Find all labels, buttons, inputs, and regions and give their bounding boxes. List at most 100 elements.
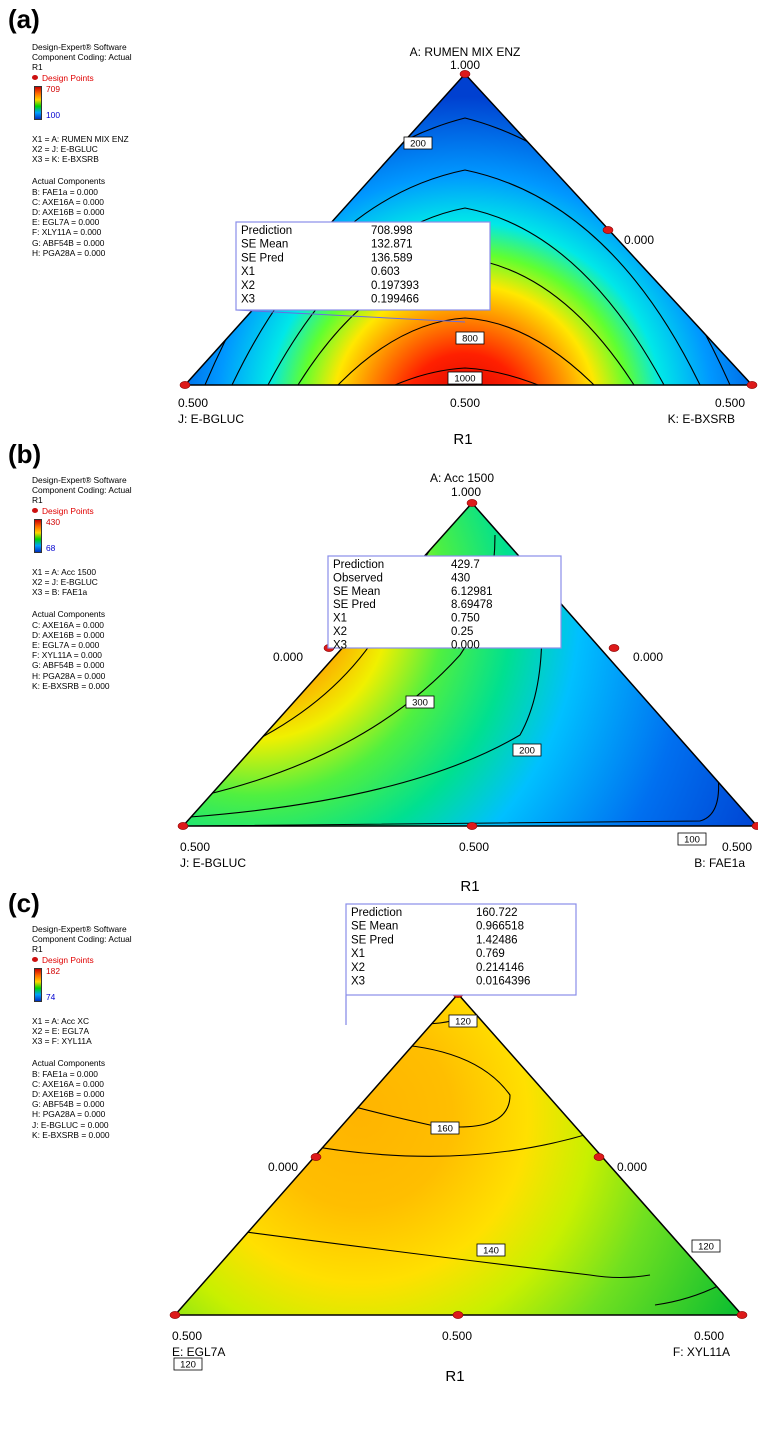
response-name: R1 [32, 495, 43, 506]
component-coding: Component Coding: Actual [32, 52, 132, 63]
tooltip-key: X2 [333, 626, 347, 638]
design-point[interactable] [452, 1311, 464, 1319]
design-points-label: Design Points [42, 72, 94, 83]
contour-label: 800 [462, 334, 478, 345]
contour-label-box [430, 1121, 460, 1135]
tooltip-value: 8.69478 [451, 599, 493, 611]
design-point[interactable] [459, 70, 471, 78]
component-mapping: X2 = E: EGL7A [32, 1026, 90, 1037]
tooltip-key: SE Mean [351, 921, 398, 933]
component-mapping: X1 = A: Acc 1500 [32, 566, 97, 577]
response-surface [175, 994, 742, 1315]
tooltip-value: 0.000 [451, 639, 480, 651]
actual-component: F: XYL11A = 0.000 [32, 650, 102, 661]
tooltip-value: 429.7 [451, 559, 480, 571]
panel-label: (c) [8, 888, 40, 918]
design-point[interactable] [593, 1153, 605, 1161]
tooltip-value: 0.769 [476, 948, 505, 960]
component-mapping: X1 = A: Acc XC [32, 1015, 90, 1026]
actual-component: G: ABF54B = 0.000 [32, 1099, 105, 1110]
tooltip-key: Prediction [333, 559, 384, 571]
tooltip-value: 0.603 [371, 266, 400, 278]
design-point[interactable] [179, 381, 191, 389]
tooltip-value: 0.966518 [476, 921, 524, 933]
tooltip-value: 708.998 [371, 225, 413, 237]
software-info: Design-Expert® Software Component Coding:… [32, 475, 182, 691]
component-coding: Component Coding: Actual [32, 485, 132, 496]
design-point[interactable] [466, 499, 478, 507]
actual-components-header: Actual Components [32, 1058, 106, 1069]
design-point[interactable] [169, 1311, 181, 1319]
vertex-left-value: 0.500 [172, 1329, 202, 1343]
vertex-a-value: 1.000 [451, 485, 481, 499]
tooltip-value: 6.12981 [451, 586, 493, 598]
color-legend: 430 68 [34, 517, 182, 555]
tooltip-key: SE Mean [333, 586, 380, 598]
vertex-right-value: 0.500 [715, 396, 745, 410]
tooltip-key: X3 [351, 976, 365, 988]
color-gradient-bar [34, 85, 42, 120]
software-name: Design-Expert® Software [32, 475, 127, 485]
vertex-left-name: J: E-BGLUC [178, 412, 244, 426]
contour-label-box [403, 136, 433, 150]
design-point[interactable] [466, 822, 478, 830]
vertex-a-value: 1.000 [450, 58, 480, 72]
component-coding: Component Coding: Actual [32, 934, 132, 945]
component-mapping: X3 = B: FAE1a [32, 587, 88, 598]
design-point[interactable] [310, 1153, 322, 1161]
tooltip-value: 0.25 [451, 626, 473, 638]
ternary-plot: 400300200100A: Acc 15001.0000.5000.5000.… [177, 471, 758, 895]
panel-2: (b) Design-Expert® Software Component Codi… [0, 439, 758, 895]
actual-component: C: AXE16A = 0.000 [32, 196, 104, 207]
tooltip-value: 160.722 [476, 907, 518, 919]
tooltip-value: 0.199466 [371, 294, 419, 306]
software-name: Design-Expert® Software [32, 924, 127, 934]
design-point[interactable] [177, 822, 189, 830]
component-mapping: X2 = J: E-BGLUC [32, 144, 98, 155]
contour-label-box [448, 1014, 478, 1028]
panel-1: (a) Design-Expert® Software Component Codi… [0, 0, 758, 448]
component-mapping: X2 = J: E-BGLUC [32, 577, 98, 588]
color-gradient-bar [34, 967, 42, 1002]
contour-label: 1000 [454, 374, 475, 385]
design-point[interactable] [746, 381, 758, 389]
contour-label: 160 [437, 1124, 453, 1135]
panel-3: (c) Design-Expert® Software Component Codi… [0, 888, 758, 1385]
design-point[interactable] [751, 822, 758, 830]
actual-components-header: Actual Components [32, 176, 106, 187]
bottom-mid-value: 0.500 [450, 396, 480, 410]
contour-label: 200 [410, 139, 426, 150]
vertex-right-name: F: XYL11A [673, 1345, 730, 1359]
design-point-icon [32, 957, 38, 963]
right-side-value: 0.000 [624, 233, 654, 247]
contour-label: 120 [180, 1360, 196, 1371]
design-points-label: Design Points [42, 954, 94, 965]
contour-label-box [405, 695, 435, 709]
legend-min: 68 [46, 542, 56, 553]
vertex-left-value: 0.500 [178, 396, 208, 410]
actual-component: D: AXE16B = 0.000 [32, 207, 105, 218]
component-mapping: X3 = F: XYL11A [32, 1036, 92, 1047]
design-point-icon [32, 508, 38, 514]
actual-component: E: EGL7A = 0.000 [32, 640, 100, 651]
color-legend: 709 100 [34, 84, 182, 122]
design-point[interactable] [608, 644, 620, 652]
response-name: R1 [32, 944, 43, 955]
design-point[interactable] [602, 226, 614, 234]
contour-label: 300 [412, 698, 428, 709]
design-point[interactable] [736, 1311, 748, 1319]
vertex-right-name: K: E-BXSRB [668, 412, 735, 426]
bottom-mid-value: 0.500 [442, 1329, 472, 1343]
bottom-mid-value: 0.500 [459, 840, 489, 854]
prediction-tooltip: Prediction 160.722 SE Mean 0.966518 SE Pred 1… [345, 903, 577, 1025]
legend-max: 709 [46, 83, 60, 94]
tooltip-value: 0.214146 [476, 962, 524, 974]
tooltip-value: 430 [451, 572, 470, 584]
contour-label-box [476, 1243, 506, 1257]
contour-line [192, 1224, 651, 1279]
actual-component: H: PGA28A = 0.000 [32, 670, 106, 681]
tooltip-value: 0.750 [451, 613, 480, 625]
actual-component: C: AXE16A = 0.000 [32, 1078, 104, 1089]
color-legend: 182 74 [34, 966, 182, 1004]
actual-component: D: AXE16B = 0.000 [32, 1089, 105, 1100]
